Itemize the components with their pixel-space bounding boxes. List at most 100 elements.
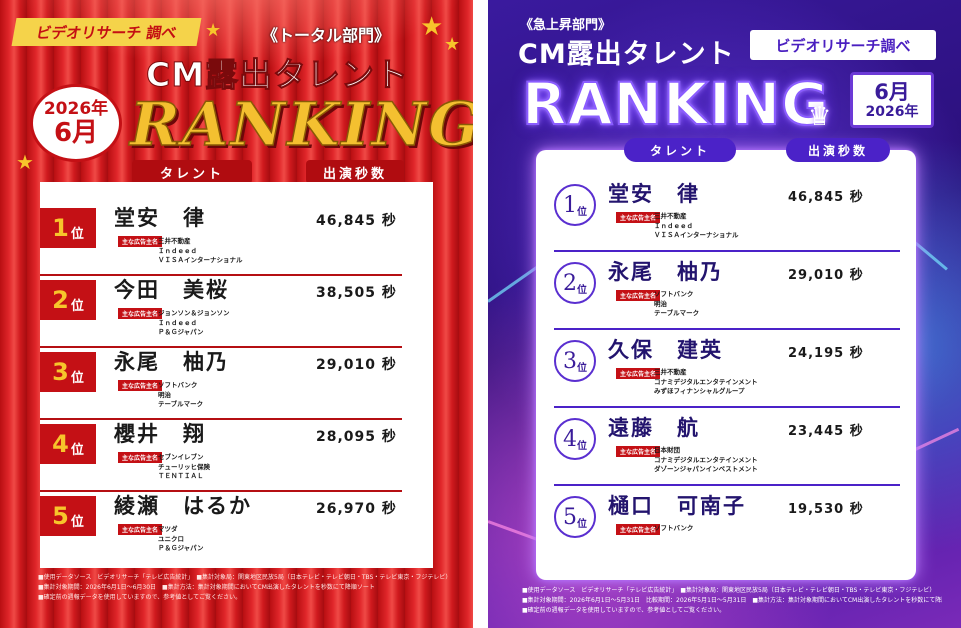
sponsor-label: 主な広告主名 xyxy=(118,308,163,319)
sponsor-name: みずほフィナンシャルグループ xyxy=(654,387,745,395)
sponsor-name: ソフトバンク xyxy=(158,381,198,389)
sponsor-label: 主な広告主名 xyxy=(118,524,163,535)
column-header-seconds: 出演秒数 xyxy=(306,160,404,184)
seconds-unit: 秒 xyxy=(849,268,864,283)
rank-number: 5 xyxy=(563,504,577,530)
column-header-seconds: 出演秒数 xyxy=(786,138,890,162)
rank-number: 5 xyxy=(52,502,69,530)
sponsor-label: 主な広告主名 xyxy=(118,452,163,463)
rank-suffix: 位 xyxy=(70,226,84,242)
seconds-unit: 秒 xyxy=(849,346,864,361)
seconds-unit: 秒 xyxy=(849,424,864,439)
ranking-row: 3 位久保 建英 24,195 秒主な広告主名 三井不動産 コナミデジタルエンタテインメ… xyxy=(536,330,916,412)
rising-ranking-poster: 《急上昇部門》 CM露出タレント ビデオリサーチ調べ RANKING ♛ 6月 … xyxy=(488,0,961,628)
sponsor-label: 主な広告主名 xyxy=(616,524,661,535)
talent-name: 堂安 律 xyxy=(114,206,206,230)
seconds-value: 29,010 xyxy=(788,268,845,283)
sponsor-name: 三井不動産 xyxy=(158,237,191,245)
period-year: 2026年 xyxy=(865,104,919,120)
sponsor-name: 日本財団 xyxy=(654,446,680,454)
star-icon: ★ xyxy=(420,12,444,42)
period-badge: 6月 2026年 xyxy=(850,72,934,128)
talent-name: 永尾 柚乃 xyxy=(114,350,229,374)
footnotes: ■使用データソース ビデオリサーチ「テレビ広告統計」 ■集計対象局：関東地区民放… xyxy=(38,573,448,603)
sponsor-name: ＴＥＮＴＩＡＬ xyxy=(158,472,204,480)
sponsor-list: ソフトバンク 明治 テーブルマーク xyxy=(654,290,699,319)
seconds-value: 24,195 xyxy=(788,346,845,361)
exposure-seconds: 19,530 秒 xyxy=(788,498,864,517)
exposure-seconds: 28,095 秒 xyxy=(316,426,397,446)
seconds-value: 26,970 xyxy=(316,501,377,517)
exposure-seconds: 24,195 秒 xyxy=(788,342,864,361)
sponsor-label: 主な広告主名 xyxy=(118,236,163,247)
rank-suffix: 位 xyxy=(70,298,84,314)
talent-name: 堂安 律 xyxy=(608,182,700,206)
seconds-value: 29,010 xyxy=(316,357,377,373)
exposure-seconds: 29,010 秒 xyxy=(788,264,864,283)
talent-name: 櫻井 翔 xyxy=(114,422,206,446)
sponsor-name: ジョンソン＆ジョンソン xyxy=(158,309,230,317)
exposure-seconds: 29,010 秒 xyxy=(316,354,397,374)
row-divider xyxy=(554,328,900,330)
exposure-seconds: 38,505 秒 xyxy=(316,282,397,302)
sponsor-list: 三井不動産 Ｉｎｄｅｅｄ ＶＩＳＡインターナショナル xyxy=(654,212,739,241)
rank-suffix: 位 xyxy=(577,440,587,452)
seconds-value: 46,845 xyxy=(316,213,377,229)
period-year: 2026年 xyxy=(43,99,109,119)
ranking-row: 2 位今田 美桜 38,505 秒主な広告主名 ジョンソン＆ジョンソン Ｉｎｄｅｅｄ Ｐ＆… xyxy=(40,274,433,350)
sponsor-list: 三井不動産 Ｉｎｄｅｅｄ ＶＩＳＡインターナショナル xyxy=(158,237,243,266)
seconds-unit: 秒 xyxy=(381,213,397,229)
rank-suffix: 位 xyxy=(577,518,587,530)
seconds-value: 38,505 xyxy=(316,285,377,301)
exposure-seconds: 46,845 秒 xyxy=(788,186,864,205)
sponsor-list: 日本財団 コナミデジタルエンタテインメント ダゾーンジャパンインベストメント xyxy=(654,446,758,475)
column-header-talent: タレント xyxy=(624,138,736,162)
footnote-line: ■使用データソース ビデオリサーチ「テレビ広告統計」 ■集計対象局：関東地区民放… xyxy=(38,574,448,581)
sponsor-name: ダゾーンジャパンインベストメント xyxy=(654,465,758,473)
star-icon: ★ xyxy=(16,150,34,174)
sponsor-label: 主な広告主名 xyxy=(616,212,661,223)
talent-name: 樋口 可南子 xyxy=(608,494,746,518)
period-month: 6月 xyxy=(874,80,910,104)
ranking-card: 1 位堂安 律 46,845 秒主な広告主名 三井不動産 Ｉｎｄｅｅｄ ＶＩＳＡインターナ… xyxy=(40,182,433,568)
source-tag-label: ビデオリサーチ 調べ xyxy=(34,23,179,42)
source-tag: ビデオリサーチ 調べ xyxy=(11,18,202,46)
sponsor-name: ソフトバンク xyxy=(654,290,694,298)
footnote-line: ■確定前の週報データを使用していますので、参考値としてご覧ください。 xyxy=(522,607,726,614)
ranking-heading: RANKING xyxy=(129,89,473,161)
sponsor-name: マツダ xyxy=(158,525,178,533)
footnote-line: ■確定前の週報データを使用していますので、参考値としてご覧ください。 xyxy=(38,594,242,601)
sponsor-list: ジョンソン＆ジョンソン Ｉｎｄｅｅｄ Ｐ＆Ｇジャパン xyxy=(158,309,230,338)
rank-number: 3 xyxy=(52,358,69,386)
period-badge: 2026年 6月 xyxy=(30,84,122,162)
talent-name: 永尾 柚乃 xyxy=(608,260,723,284)
sponsor-name: コナミデジタルエンタテインメント xyxy=(654,377,758,386)
ranking-row: 5 位樋口 可南子 19,530 秒主な広告主名 ソフトバンク xyxy=(536,486,916,568)
row-divider xyxy=(40,418,402,420)
star-icon: ★ xyxy=(444,34,461,55)
rank-suffix: 位 xyxy=(70,370,84,386)
sponsor-label: 主な広告主名 xyxy=(616,446,661,457)
ranking-row: 5 位綾瀬 はるか 26,970 秒主な広告主名 マツダ ユニクロ Ｐ＆Ｇジャパン xyxy=(40,490,433,566)
rank-suffix: 位 xyxy=(577,362,587,374)
rank-number: 2 xyxy=(52,286,69,314)
sponsor-name: 明治 xyxy=(654,299,667,308)
star-icon: ★ xyxy=(205,20,222,41)
seconds-unit: 秒 xyxy=(849,190,864,205)
sponsor-name: テーブルマーク xyxy=(654,309,700,317)
rank-suffix: 位 xyxy=(577,284,587,296)
ranking-row: 1 位堂安 律 46,845 秒主な広告主名 三井不動産 Ｉｎｄｅｅｄ ＶＩＳＡインターナ… xyxy=(40,202,433,278)
seconds-unit: 秒 xyxy=(381,285,397,301)
sponsor-name: チューリッヒ保険 xyxy=(158,462,210,471)
row-divider xyxy=(40,274,402,276)
sponsor-name: ＶＩＳＡインターナショナル xyxy=(158,256,243,264)
period-month: 6月 xyxy=(53,118,99,148)
seconds-value: 19,530 xyxy=(788,502,845,517)
ranking-heading: RANKING xyxy=(521,69,830,139)
ranking-row: 4 位遠藤 航 23,445 秒主な広告主名 日本財団 コナミデジタルエンタテインメント… xyxy=(536,408,916,490)
sponsor-name: ユニクロ xyxy=(158,534,184,543)
ranking-row: 2 位永尾 柚乃 29,010 秒主な広告主名 ソフトバンク 明治 テーブルマーク xyxy=(536,252,916,334)
